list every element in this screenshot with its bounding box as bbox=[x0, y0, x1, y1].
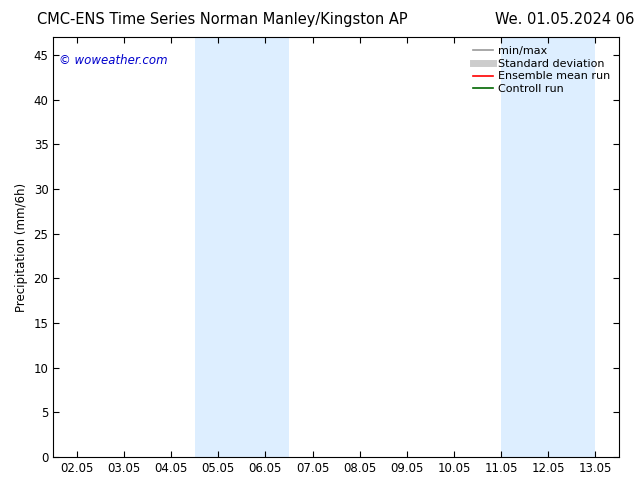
Bar bbox=[501, 37, 548, 457]
Bar bbox=[195, 37, 242, 457]
Y-axis label: Precipitation (mm/6h): Precipitation (mm/6h) bbox=[15, 183, 28, 312]
Text: We. 01.05.2024 06 UTC: We. 01.05.2024 06 UTC bbox=[495, 12, 634, 27]
Text: CMC-ENS Time Series Norman Manley/Kingston AP: CMC-ENS Time Series Norman Manley/Kingst… bbox=[37, 12, 407, 27]
Legend: min/max, Standard deviation, Ensemble mean run, Controll run: min/max, Standard deviation, Ensemble me… bbox=[470, 43, 614, 98]
Bar bbox=[242, 37, 289, 457]
Bar bbox=[548, 37, 595, 457]
Text: © woweather.com: © woweather.com bbox=[59, 54, 167, 67]
